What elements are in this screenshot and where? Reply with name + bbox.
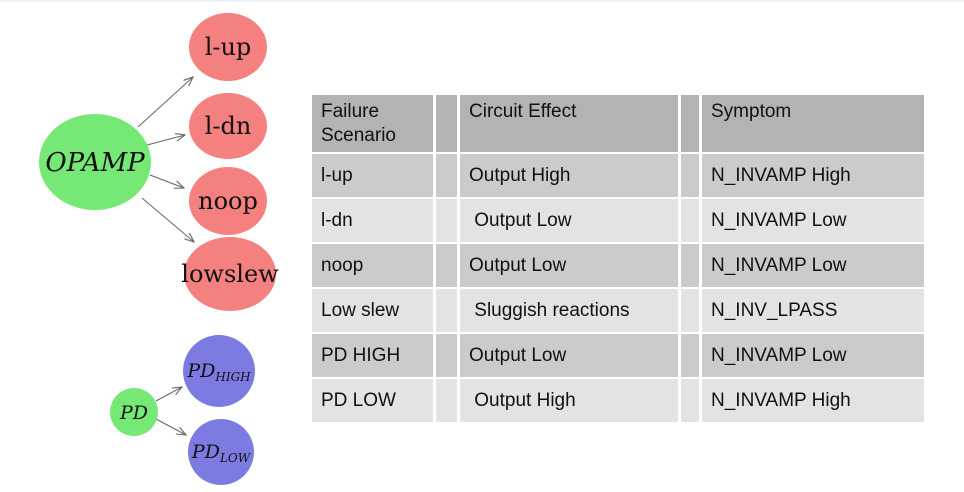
table-row: noop Output Low N_INVAMP Low [312,244,924,287]
table-header-row: Failure Scenario Circuit Effect Symptom [312,95,924,152]
header-spacer [436,95,457,152]
cell-spacer [681,154,699,197]
cell-effect: Sluggish reactions [460,289,678,332]
table-row: PD LOW Output High N_INVAMP High [312,379,924,422]
cell-scenario: l-dn [312,199,433,242]
cell-spacer [681,199,699,242]
header-symptom: Symptom [702,95,924,152]
noop-node: noop [189,167,267,235]
cell-effect: Output Low [460,244,678,287]
cell-spacer [681,244,699,287]
cell-spacer [436,379,457,422]
cell-spacer [436,199,457,242]
edge-opamp-lup [137,77,193,128]
cell-symptom: N_INV_LPASS [702,289,924,332]
cell-spacer [681,289,699,332]
ldn-node: l-dn [189,93,267,159]
cell-spacer [436,334,457,377]
cell-symptom: N_INVAMP Low [702,244,924,287]
cell-effect: Output Low [460,199,678,242]
edge-opamp-noop [149,174,184,188]
lup-node-label: l-up [205,33,252,61]
pdhigh-node-label: PDHIGH [186,360,251,384]
pd-node-label: PD [119,402,148,424]
pdlow-node: PDLOW [188,419,254,485]
cell-scenario: PD HIGH [312,334,433,377]
lowslew-node: lowslew [181,237,279,311]
edge-pd-pdlow [155,418,186,435]
cell-scenario: PD LOW [312,379,433,422]
cell-effect: Output High [460,379,678,422]
header-failure-scenario: Failure Scenario [312,95,433,152]
edge-pd-pdhigh [155,387,182,402]
opamp-node: OPAMP [39,114,151,210]
cell-scenario: Low slew [312,289,433,332]
cell-spacer [436,244,457,287]
cell-symptom: N_INVAMP High [702,379,924,422]
header-circuit-effect: Circuit Effect [460,95,678,152]
cell-symptom: N_INVAMP High [702,154,924,197]
cell-spacer [681,379,699,422]
cell-spacer [436,154,457,197]
header-spacer [681,95,699,152]
cell-symptom: N_INVAMP Low [702,199,924,242]
ldn-node-label: l-dn [205,112,252,140]
cell-scenario: l-up [312,154,433,197]
cell-scenario: noop [312,244,433,287]
table-row: Low slew Sluggish reactions N_INV_LPASS [312,289,924,332]
lowslew-node-label: lowslew [181,260,279,288]
noop-node-label: noop [198,187,258,215]
cell-symptom: N_INVAMP Low [702,334,924,377]
edge-opamp-ldn [146,135,185,146]
cell-effect: Output High [460,154,678,197]
table-row: l-dn Output Low N_INVAMP Low [312,199,924,242]
top-edge-strip [0,0,964,2]
failure-table: Failure Scenario Circuit Effect Symptom … [309,93,927,424]
cell-spacer [681,334,699,377]
edge-opamp-lowslew [141,197,194,242]
opamp-node-label: OPAMP [45,148,145,178]
table-row: PD HIGH Output Low N_INVAMP Low [312,334,924,377]
lup-node: l-up [189,13,267,81]
pdlow-node-label: PDLOW [191,441,252,465]
cell-effect: Output Low [460,334,678,377]
pd-node: PD [110,388,158,436]
fault-tree-diagram: OPAMP l-up l-dn noop lowslew PD PDHIGH P… [39,13,279,485]
cell-spacer [436,289,457,332]
pdhigh-node: PDHIGH [183,335,255,407]
table-row: l-up Output High N_INVAMP High [312,154,924,197]
